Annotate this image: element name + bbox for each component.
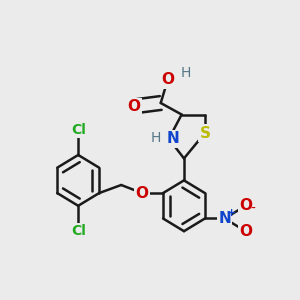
Text: Cl: Cl: [71, 224, 86, 238]
Text: O: O: [239, 224, 252, 239]
Text: +: +: [226, 208, 236, 218]
Text: Cl: Cl: [71, 123, 86, 136]
Text: S: S: [200, 125, 210, 140]
Text: N: N: [218, 211, 231, 226]
Text: H: H: [151, 130, 161, 145]
Text: O: O: [161, 72, 174, 87]
Text: O: O: [136, 186, 148, 201]
Text: N: N: [167, 131, 179, 146]
Text: -: -: [250, 202, 255, 216]
Text: H: H: [181, 66, 191, 80]
Text: O: O: [239, 198, 252, 213]
Text: O: O: [128, 99, 140, 114]
